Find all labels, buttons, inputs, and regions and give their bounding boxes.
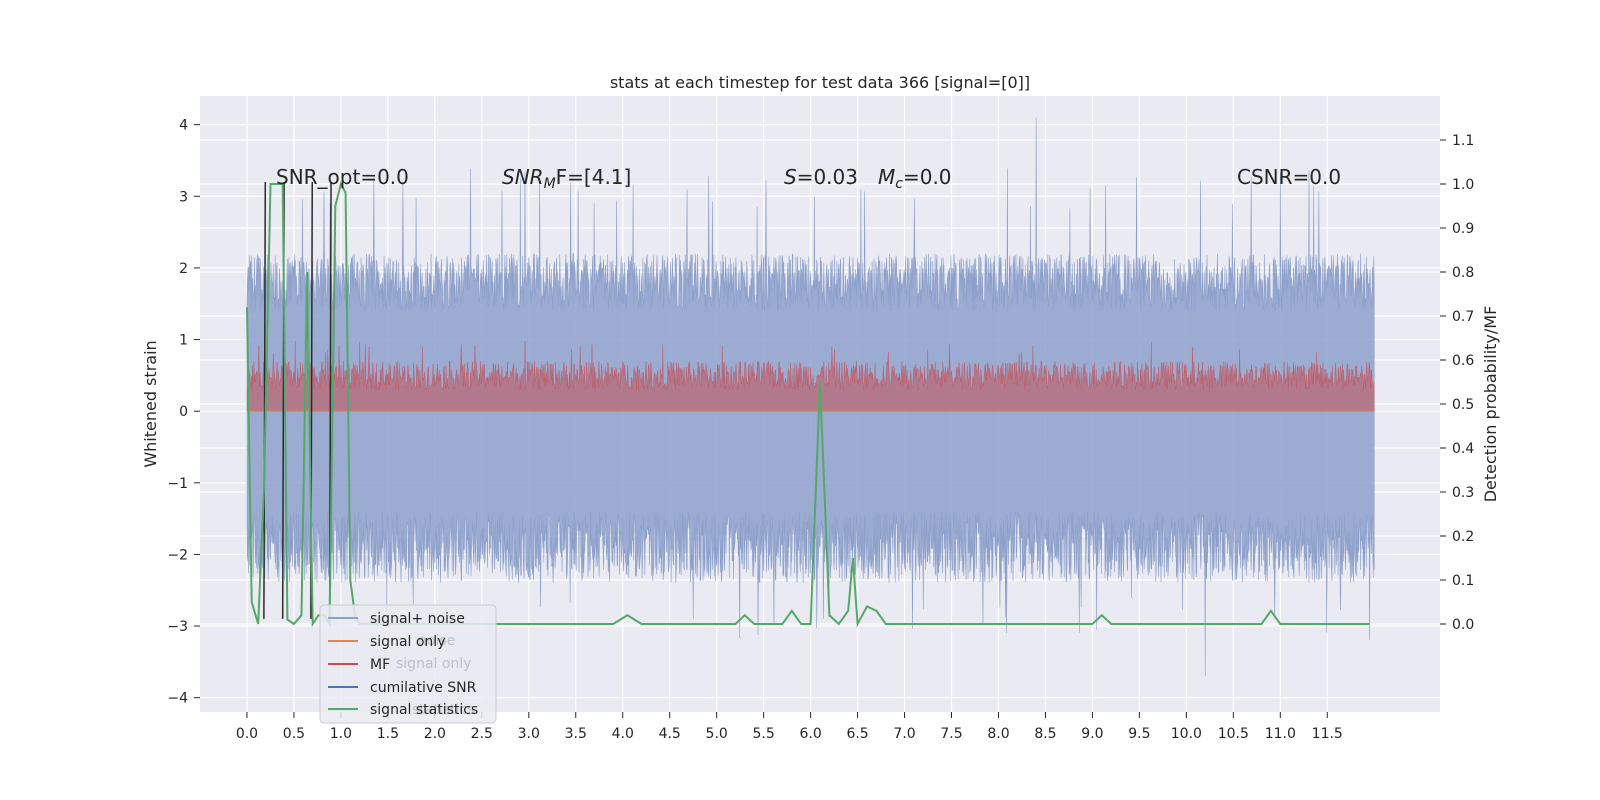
annotation-snr-mf: SNRMF=[4.1] [502,165,631,192]
legend-label-signal-statistics: signal statistics [370,702,478,718]
x-tick-label-11: 5.5 [753,726,775,742]
legend-label-mf: MF [370,657,390,673]
y-axis-label-right: Detection probability/MF [1481,306,1500,503]
x-tick-label-16: 8.0 [987,726,1009,742]
annotation-s-stat-prefix: S [784,165,797,189]
x-tick-label-4: 2.0 [424,726,446,742]
y-tick-label-4: 0 [179,404,188,420]
y-tick-label-8: −4 [167,691,188,707]
x-tick-label-15: 7.5 [940,726,962,742]
annotation-mc-suffix: =0.0 [903,165,952,189]
y2-tick-label-1: 1.0 [1452,177,1474,193]
x-tick-label-20: 10.0 [1171,726,1202,742]
y-tick-label-3: 1 [179,333,188,349]
x-tick-label-17: 8.5 [1034,726,1056,742]
y-tick-label-0: 4 [179,118,188,134]
mf-band [246,340,1375,412]
y2-tick-label-10: 0.1 [1452,573,1474,589]
x-tick-label-3: 1.5 [377,726,399,742]
y2-tick-label-3: 0.8 [1452,265,1474,281]
annotation-snr-mf-suffix: F=[4.1] [556,165,632,189]
annotation-mc: Mc=0.0 [878,165,952,192]
y-axis-left: 4 3 2 1 0 −1 −2 −3 −4 [167,118,200,707]
x-tick-label-10: 5.0 [706,726,728,742]
annotation-snr-mf-sub: M [544,176,556,192]
legend-ghost-statistics: statistics [412,702,474,718]
x-tick-label-7: 3.5 [565,726,587,742]
legend-label-cumulative-snr: cumilative SNR [370,680,477,696]
x-tick-label-19: 9.5 [1128,726,1150,742]
annotation-snr-mf-prefix: SNR [502,165,544,189]
legend-label-signal-noise: signal+ noise [370,611,465,627]
annotation-csnr: CSNR=0.0 [1237,165,1341,189]
legend-box [319,604,497,724]
x-tick-label-12: 6.0 [799,726,821,742]
signal-statistics-series [246,181,1370,628]
y2-tick-label-2: 0.9 [1452,221,1474,237]
annotation-snr-opt: SNR_opt=0.0 [276,165,409,189]
chart-title: stats at each timestep for test data 366… [610,73,1030,92]
y-axis-right: 1.1 1.0 0.9 0.8 0.7 0.6 0.5 0.4 0.3 0.2 0.1 0.0 [1440,133,1474,633]
y2-tick-label-8: 0.3 [1452,485,1474,501]
y2-tick-label-4: 0.7 [1452,309,1474,325]
x-tick-label-21: 10.5 [1218,726,1249,742]
x-tick-label-18: 9.0 [1081,726,1103,742]
y-tick-label-6: −2 [167,547,188,563]
y-tick-label-5: −1 [167,476,188,492]
y2-tick-label-0: 1.1 [1452,133,1474,149]
legend-ghost-noise: noise [418,633,455,649]
x-tick-label-22: 11.0 [1265,726,1296,742]
x-tick-label-5: 2.5 [471,726,493,742]
legend: noise signal only statistics signal+ noi… [319,604,497,724]
x-tick-label-9: 4.5 [659,726,681,742]
x-tick-label-0: 0.0 [236,726,258,742]
y2-tick-label-7: 0.4 [1452,441,1474,457]
y2-tick-label-6: 0.5 [1452,397,1474,413]
legend-ghost-signal-only: signal only [396,656,471,672]
y2-tick-label-11: 0.0 [1452,617,1474,633]
y-tick-label-1: 3 [179,189,188,205]
x-tick-label-1: 0.5 [283,726,305,742]
y-tick-label-7: −3 [167,619,188,635]
y-axis-label-left: Whitened strain [141,340,160,467]
x-tick-label-8: 4.0 [612,726,634,742]
x-tick-label-6: 3.0 [518,726,540,742]
x-tick-label-2: 1.0 [330,726,352,742]
x-tick-label-23: 11.5 [1312,726,1343,742]
y2-tick-label-5: 0.6 [1452,353,1474,369]
legend-label-signal-only: signal only [370,634,445,650]
mf-series [246,340,1375,412]
annotation-mc-sub: c [895,176,903,192]
x-tick-label-13: 6.5 [846,726,868,742]
x-tick-label-14: 7.0 [893,726,915,742]
annotation-s-stat-suffix: =0.03 [797,165,858,189]
y-tick-label-2: 2 [179,261,188,277]
annotation-s-stat: S=0.03 [784,165,858,189]
y2-tick-label-9: 0.2 [1452,529,1474,545]
x-axis: 0.0 0.5 1.0 1.5 2.0 2.5 3.0 3.5 4.0 4.5 5.0 5.5 6.0 6… [236,712,1343,742]
signal-statistics-line [246,181,1370,628]
annotations: SNR_opt=0.0 SNRMF=[4.1] S=0.03 Mc=0.0 CS… [276,165,1341,192]
annotation-mc-prefix: M [878,165,895,189]
cumulative-snr-spike-0 [263,181,267,619]
